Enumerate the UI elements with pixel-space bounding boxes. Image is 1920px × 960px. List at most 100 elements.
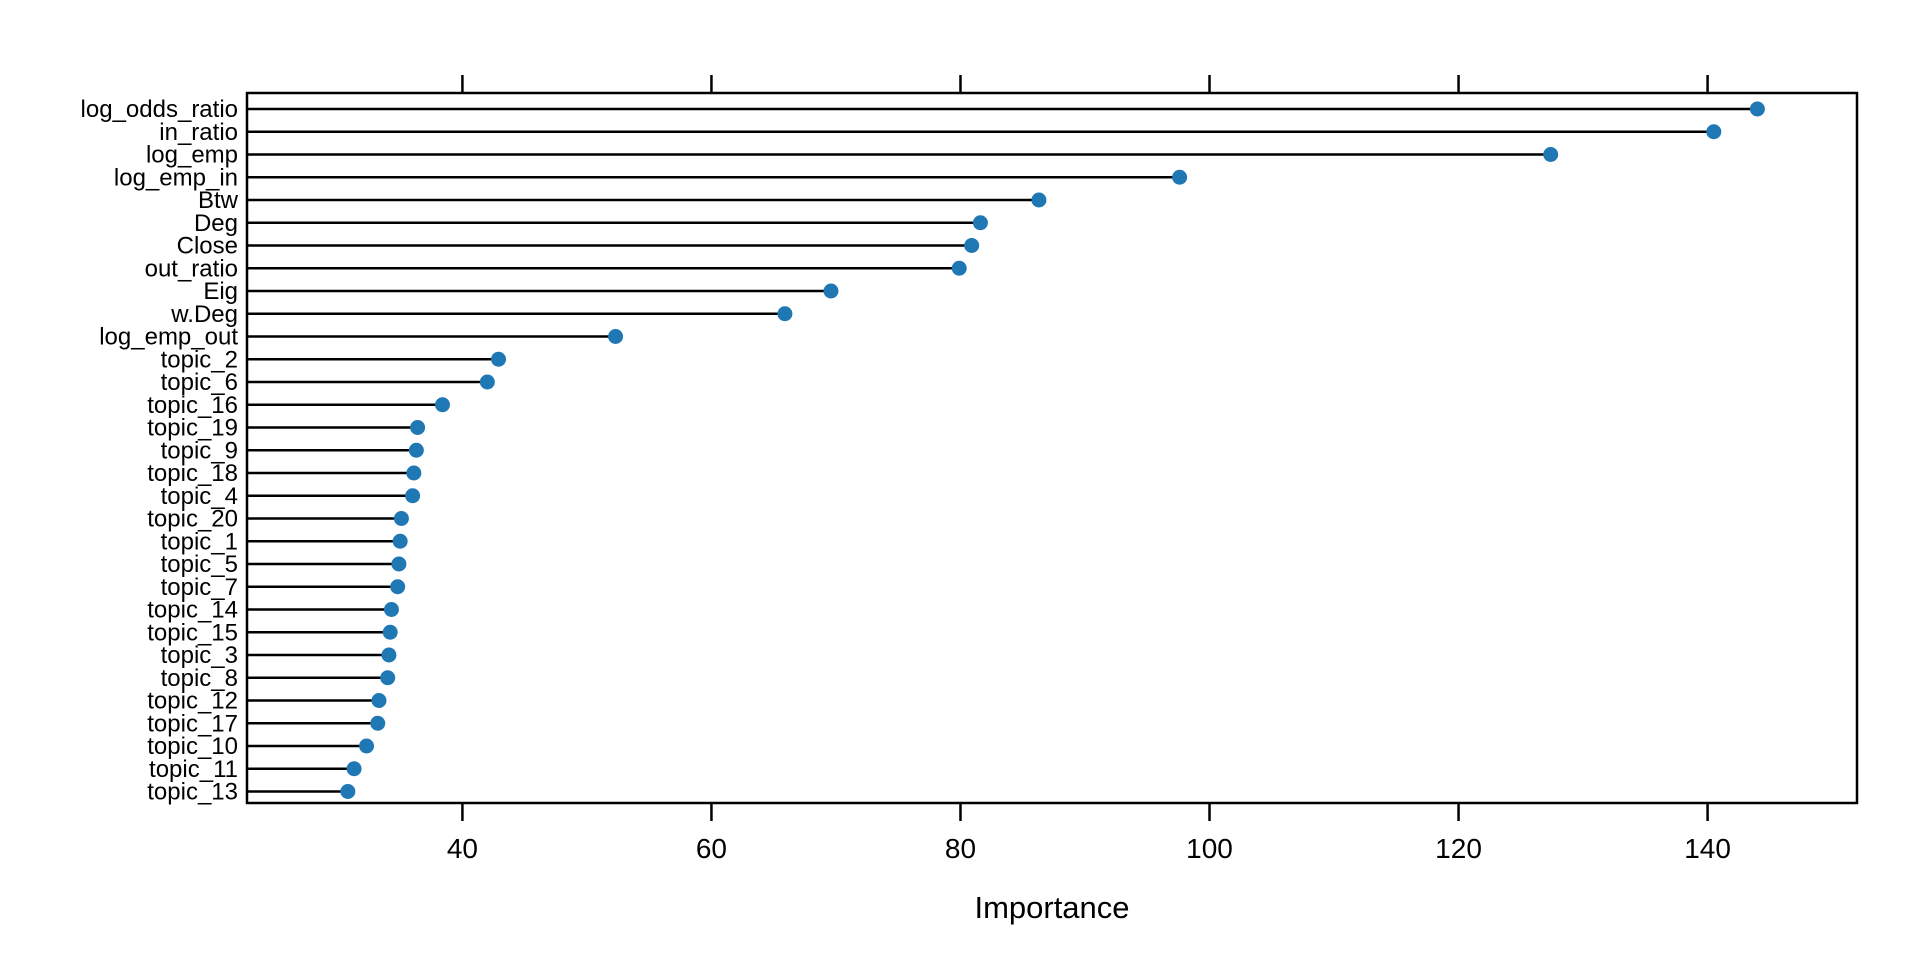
category-label: topic_11 [149,756,238,783]
value-dot [391,556,407,572]
chart-row: Close [177,233,980,260]
category-label: Btw [198,187,239,214]
x-axis-ticks: 40 60 80 100 120 140 [447,75,1731,864]
x-tick-label: 140 [1684,833,1731,864]
category-label: log_emp_out [99,324,238,351]
x-tick-label: 60 [696,833,727,864]
chart-row: topic_7 [161,574,406,601]
value-dot [972,215,988,231]
category-label: topic_1 [161,528,238,555]
chart-row: topic_10 [147,733,375,760]
chart-row: topic_13 [147,779,356,806]
chart-row: topic_18 [147,460,422,487]
chart-row: topic_11 [149,756,362,783]
category-label: Eig [203,278,238,305]
chart-row: topic_5 [161,551,407,578]
value-dot [382,624,398,640]
value-dot [479,374,495,390]
value-dot [491,351,507,367]
category-label: log_emp [146,142,238,169]
chart-row: topic_8 [161,665,396,692]
value-dot [340,784,356,799]
category-label: topic_9 [161,437,238,464]
category-label: topic_15 [147,619,238,646]
category-label: w.Deg [170,301,238,328]
chart-row: log_emp [146,142,1559,169]
chart-row: topic_14 [147,597,399,624]
chart-rows: log_odds_ratioin_ratiolog_emplog_emp_inB… [81,96,1765,806]
value-dot [370,715,386,731]
chart-row: topic_15 [147,619,398,646]
category-label: topic_10 [147,733,238,760]
chart-row: log_emp_in [114,164,1188,191]
chart-row: topic_12 [147,688,387,715]
chart-row: topic_19 [147,415,426,442]
value-dot [371,693,387,708]
category-label: topic_17 [147,710,238,737]
value-dot [393,511,409,526]
x-tick-label: 40 [447,833,478,864]
category-label: topic_2 [161,346,238,373]
category-label: Close [177,233,238,260]
value-dot [346,761,362,777]
chart-row: topic_17 [147,710,386,737]
category-label: out_ratio [145,255,238,282]
category-label: topic_20 [147,506,238,533]
category-label: topic_19 [147,415,238,442]
x-tick-label: 100 [1186,833,1233,864]
value-dot [608,329,624,344]
chart-row: topic_4 [161,483,421,510]
value-dot [951,260,967,276]
chart-row: topic_9 [161,437,424,464]
value-dot [434,397,450,413]
chart-row: in_ratio [159,119,1722,146]
category-label: topic_14 [147,597,238,624]
category-label: topic_13 [147,779,238,806]
value-dot [408,442,424,458]
category-label: topic_6 [161,369,238,396]
category-label: topic_16 [147,392,238,419]
value-dot [1031,192,1047,208]
category-label: topic_4 [161,483,238,510]
value-dot [405,488,421,504]
value-dot [1706,124,1722,140]
chart-row: log_emp_out [99,324,624,351]
value-dot [383,602,399,617]
chart-row: log_odds_ratio [81,96,1765,123]
category-label: topic_7 [161,574,238,601]
category-label: topic_3 [161,642,238,669]
category-label: Deg [194,210,238,237]
chart-row: Eig [203,278,839,305]
x-axis-title: Importance [974,890,1129,925]
value-dot [410,420,426,435]
value-dot [777,306,793,322]
chart-row: topic_16 [147,392,450,419]
value-dot [1749,101,1765,117]
chart-row: topic_20 [147,506,409,533]
value-dot [392,533,408,549]
value-dot [390,579,406,595]
category-label: log_odds_ratio [81,96,238,123]
x-tick-label: 80 [945,833,976,864]
chart-row: Deg [194,210,988,237]
category-label: log_emp_in [114,164,238,191]
category-label: topic_8 [161,665,238,692]
category-label: in_ratio [159,119,238,146]
value-dot [1172,169,1188,185]
category-label: topic_12 [147,688,238,715]
x-tick-label: 120 [1435,833,1482,864]
category-label: topic_18 [147,460,238,487]
value-dot [406,465,422,481]
chart-row: out_ratio [145,255,967,282]
value-dot [359,738,375,754]
chart-row: w.Deg [170,301,793,328]
value-dot [1543,147,1559,162]
value-dot [964,238,980,253]
value-dot [823,283,839,299]
chart-row: topic_6 [161,369,495,396]
plot-frame [245,91,1859,805]
chart-row: topic_1 [161,528,408,555]
chart-row: topic_3 [161,642,397,669]
